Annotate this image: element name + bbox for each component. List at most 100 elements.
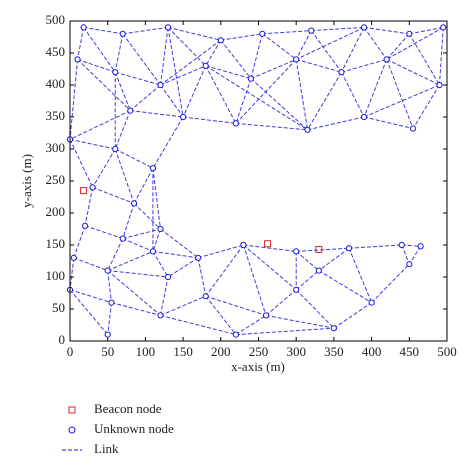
link [318, 270, 372, 304]
unknown-node [262, 312, 270, 319]
link [84, 187, 94, 226]
unknown-node [104, 331, 111, 338]
unknown-node [406, 30, 413, 37]
link [69, 138, 116, 150]
link [296, 58, 342, 73]
unknown-node [112, 69, 119, 76]
y-tick-label: 50 [52, 300, 65, 315]
link [107, 270, 112, 303]
unknown-node [308, 27, 315, 34]
unknown-node [127, 107, 134, 114]
link [243, 244, 297, 291]
link [114, 33, 124, 73]
unknown-node [217, 37, 224, 44]
link [107, 250, 154, 272]
link [235, 122, 308, 131]
unknown-node [293, 56, 300, 63]
link [160, 84, 184, 118]
y-tick-label: 150 [46, 236, 66, 251]
unknown-node [74, 56, 81, 63]
link [122, 33, 161, 86]
link [107, 302, 112, 335]
link [133, 167, 154, 204]
unknown-node [304, 126, 311, 133]
unknown-node [164, 24, 172, 31]
link [205, 65, 308, 131]
link [412, 84, 440, 129]
link [262, 30, 312, 35]
link [167, 27, 207, 67]
link [363, 26, 410, 35]
link [107, 238, 124, 271]
unknown-node [232, 120, 239, 127]
link [250, 78, 308, 131]
link [77, 59, 131, 111]
link [348, 244, 402, 249]
link [408, 246, 422, 265]
link [235, 327, 334, 336]
unknown-node [80, 24, 87, 31]
unknown-node [202, 62, 209, 69]
beacon-node [80, 187, 88, 195]
link [122, 228, 161, 240]
link [295, 289, 335, 329]
link [205, 39, 222, 67]
x-tick-label: 500 [437, 344, 457, 359]
link [205, 65, 252, 80]
link [133, 203, 161, 230]
link [295, 251, 320, 271]
unknown-node [232, 331, 239, 338]
link [205, 295, 237, 335]
link [167, 27, 184, 118]
x-tick-label: 350 [324, 344, 344, 359]
unknown-node [436, 81, 443, 89]
link [114, 110, 131, 150]
link [115, 71, 161, 86]
link [307, 71, 342, 131]
link [363, 59, 388, 118]
unknown-node [195, 254, 202, 261]
unknown-node [149, 165, 157, 172]
unknown-node [130, 200, 138, 207]
unknown-node [259, 30, 266, 37]
unknown-node [406, 261, 413, 268]
link [159, 27, 169, 86]
link [69, 139, 94, 188]
unknown-node [104, 267, 111, 274]
unknown-node [417, 243, 424, 250]
unknown-node [180, 113, 187, 121]
link [152, 251, 169, 278]
unknown-node [108, 299, 115, 306]
unknown-node [70, 254, 77, 261]
link [92, 148, 116, 188]
unknown-node [293, 248, 300, 255]
link [340, 27, 365, 73]
link [83, 26, 123, 35]
y-tick-label: 250 [46, 172, 66, 187]
x-tick-label: 400 [362, 344, 382, 359]
link [386, 33, 410, 60]
link [122, 26, 169, 35]
link [83, 27, 116, 73]
x-tick-label: 450 [400, 344, 420, 359]
link [92, 186, 135, 204]
y-tick-label: 200 [46, 204, 66, 219]
y-tick-label: 100 [46, 268, 66, 283]
unknown-node [164, 273, 172, 281]
link [261, 33, 297, 60]
unknown-node [157, 312, 164, 319]
link [235, 78, 252, 124]
unknown-node [157, 81, 164, 89]
link [160, 39, 222, 86]
link [371, 263, 410, 303]
y-tick-label: 500 [46, 12, 66, 27]
link [122, 238, 154, 252]
link [386, 59, 414, 129]
x-tick-label: 100 [136, 344, 156, 359]
legend-label: Unknown node [94, 421, 174, 436]
link [438, 27, 444, 86]
legend-marker [68, 406, 76, 414]
link [401, 244, 410, 265]
link [69, 110, 131, 140]
